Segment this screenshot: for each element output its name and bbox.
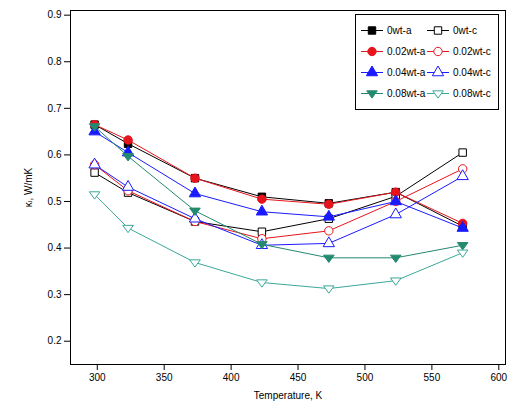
- svg-text:0wt-a: 0wt-a: [387, 25, 412, 36]
- svg-text:0.8: 0.8: [48, 56, 62, 67]
- svg-text:500: 500: [357, 372, 374, 383]
- svg-text:0.5: 0.5: [48, 196, 62, 207]
- svg-text:0.3: 0.3: [48, 289, 62, 300]
- svg-text:300: 300: [89, 372, 106, 383]
- svg-text:350: 350: [156, 372, 173, 383]
- svg-text:0wt-c: 0wt-c: [453, 25, 477, 36]
- svg-text:450: 450: [290, 372, 307, 383]
- svg-text:550: 550: [424, 372, 441, 383]
- svg-text:0.9: 0.9: [48, 9, 62, 20]
- svg-text:0.02wt-a: 0.02wt-a: [387, 46, 426, 57]
- svg-text:0.2: 0.2: [48, 335, 62, 346]
- svg-text:0.04wt-a: 0.04wt-a: [387, 67, 426, 78]
- svg-text:κₗ, W/mK: κₗ, W/mK: [23, 167, 34, 207]
- svg-text:0.6: 0.6: [48, 149, 62, 160]
- svg-text:0.7: 0.7: [48, 103, 62, 114]
- svg-text:Temperature, K: Temperature, K: [254, 390, 323, 401]
- svg-text:0.04wt-c: 0.04wt-c: [453, 67, 491, 78]
- svg-text:0.4: 0.4: [48, 242, 62, 253]
- svg-text:0.08wt-a: 0.08wt-a: [387, 88, 426, 99]
- svg-text:0.02wt-c: 0.02wt-c: [453, 46, 491, 57]
- svg-text:0.08wt-c: 0.08wt-c: [453, 88, 491, 99]
- svg-text:400: 400: [223, 372, 240, 383]
- svg-text:600: 600: [490, 372, 507, 383]
